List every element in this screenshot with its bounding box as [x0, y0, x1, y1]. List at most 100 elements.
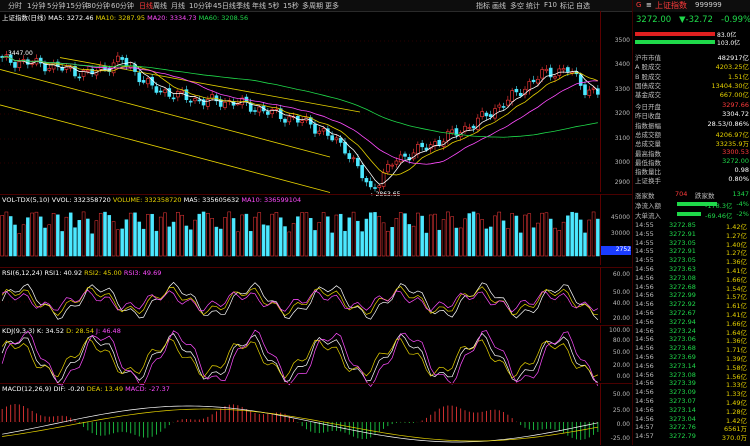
buy-bar-value: 83.0亿	[717, 32, 737, 39]
tick-volume: 1.42亿	[726, 223, 747, 231]
pencil-button[interactable]: 画线	[492, 2, 506, 10]
candle-body	[548, 67, 553, 78]
tick-row[interactable]: 14:56 3273.07 1.49亿	[635, 397, 749, 407]
rsi-panel: RSI(6,12,24) RSI1: 40.92 RSI2: 45.00 RSI…	[0, 267, 632, 324]
period-tab-4[interactable]: 30分钟	[87, 2, 110, 10]
tick-row[interactable]: 14:56 3272.68 1.54亿	[635, 283, 749, 293]
candle-body	[330, 135, 334, 141]
f10-button[interactable]: F10	[544, 1, 557, 9]
tick-row[interactable]: 14:56 3273.24 1.64亿	[635, 327, 749, 337]
volume-bar	[471, 211, 476, 257]
d-label: D: 28.54	[66, 327, 94, 335]
axis-tick-label: 3400	[614, 61, 630, 68]
star-button[interactable]: 自选	[576, 2, 590, 10]
tick-row[interactable]: 14:55 3272.85 1.42亿	[635, 221, 749, 231]
list-icon[interactable]: ≡	[646, 1, 652, 9]
volume-bar	[506, 228, 510, 257]
candle-body	[480, 111, 484, 117]
candle-body	[471, 125, 476, 129]
period-tab-9[interactable]: 10分钟	[189, 2, 212, 10]
tick-row[interactable]: 14:56 3273.08 1.66亿	[635, 274, 749, 284]
bars-button[interactable]: 指标	[476, 2, 490, 10]
volume-bar	[214, 226, 219, 257]
tick-row[interactable]: 14:56 3273.08 1.56亿	[635, 371, 749, 381]
volume-bar	[377, 215, 382, 257]
axis-tick-label: 80.00	[612, 337, 630, 344]
tick-row[interactable]: 14:56 3273.68 1.71亿	[635, 344, 749, 354]
tick-row[interactable]: 14:56 3273.06 1.36亿	[635, 335, 749, 345]
tick-row[interactable]: 14:56 3272.99 1.57亿	[635, 291, 749, 301]
tick-volume: 1.42亿	[726, 416, 747, 425]
axis-tick-label: 3300	[614, 86, 630, 93]
tick-row[interactable]: 14:56 3273.09 1.33亿	[635, 388, 749, 398]
period-tab-3[interactable]: 15分钟	[66, 2, 89, 10]
tick-volume: 1.27亿	[726, 249, 747, 258]
tick-row[interactable]: 14:55 3272.91 1.27亿	[635, 230, 749, 240]
period-tab-11[interactable]: 季线	[236, 2, 250, 10]
tick-time: 14:56	[635, 300, 654, 309]
volume-bar	[193, 219, 197, 257]
tick-volume: 1.40亿	[726, 240, 747, 249]
tick-row[interactable]: 14:55 3272.91 1.27亿	[635, 247, 749, 258]
rsi3-label: RSI3: 49.69	[123, 269, 162, 277]
volume-bar	[381, 222, 386, 257]
period-tab-5[interactable]: 60分钟	[111, 2, 134, 10]
tick-row[interactable]: 14:56 3272.67 1.41亿	[635, 309, 749, 319]
stat-value: 3300.53	[722, 147, 749, 156]
flow-amount: -178.3亿	[705, 202, 733, 210]
tick-row[interactable]: 14:57 3272.79 370.0万	[635, 432, 749, 443]
candle-body	[364, 178, 369, 183]
tick-row[interactable]: 14:56 3273.63 1.41亿	[635, 265, 749, 275]
tick-row[interactable]: 14:56 3273.69 1.39亿	[635, 353, 749, 363]
volume-bar	[497, 211, 502, 257]
period-tab-13[interactable]: 5秒	[268, 2, 280, 10]
period-tab-14[interactable]: 15秒	[283, 2, 299, 10]
code-prefix: G	[636, 1, 642, 9]
period-tab-6[interactable]: 日线	[139, 2, 153, 10]
stat-value: 28.53/0.86%	[707, 119, 749, 128]
last-price: 3272.00	[636, 15, 672, 25]
volume-bar	[184, 225, 189, 257]
period-tab-8[interactable]: 月线	[171, 2, 185, 10]
kline-chart-canvas[interactable]: 3447.00←2863.65	[0, 11, 632, 445]
tick-row[interactable]: 14:57 3272.76 6561万	[635, 423, 749, 433]
vol-name-label: VOL-TDX(5,10)	[2, 196, 50, 204]
tick-row[interactable]: 14:56 3272.94 1.66亿	[635, 318, 749, 328]
tick-row[interactable]: 14:56 3273.14 1.58亿	[635, 362, 749, 372]
tick-row[interactable]: 14:55 3273.05 1.40亿	[635, 239, 749, 249]
volume-bar	[270, 213, 274, 257]
candle-body	[38, 57, 43, 64]
period-tab-15[interactable]: 多周期	[302, 2, 323, 10]
period-tab-2[interactable]: 5分钟	[47, 2, 66, 10]
period-tab-7[interactable]: 周线	[153, 2, 167, 10]
candle-body	[368, 181, 373, 188]
period-tab-1[interactable]: 1分钟	[27, 2, 46, 10]
quote-panel: G ≡ 上证指数 999999 3272.00 ▼-32.72 -0.99% 8…	[632, 0, 750, 445]
scale-button[interactable]: 多空	[510, 2, 524, 10]
tick-row[interactable]: 14:56 3273.14 1.28亿	[635, 405, 749, 416]
tick-volume: 1.49亿	[726, 399, 747, 407]
tick-volume: 370.0万	[721, 434, 747, 443]
kdj-legend: KDJ(9,3,3) K: 34.52 D: 28.54 J: 46.48	[2, 327, 121, 335]
volume-bar	[574, 212, 579, 257]
stat-value: 3304.72	[722, 110, 749, 119]
tick-row[interactable]: 14:56 3272.92 1.61亿	[635, 300, 749, 310]
period-tab-0[interactable]: 分时	[8, 2, 22, 10]
period-tab-12[interactable]: 年线	[252, 2, 266, 10]
period-tab-10[interactable]: 45日线	[213, 2, 236, 10]
volume-bar	[373, 212, 377, 257]
tick-row[interactable]: 14:55 3273.05 1.36亿	[635, 256, 749, 266]
period-tab-16[interactable]: 更多	[325, 2, 339, 10]
tick-volume: 1.27亿	[726, 231, 747, 240]
tick-time: 14:56	[635, 405, 654, 414]
stats-button[interactable]: 统计	[526, 2, 540, 10]
tick-row[interactable]: 14:56 3273.04 1.42亿	[635, 415, 749, 425]
flag-button[interactable]: 标记	[560, 2, 574, 10]
candle-body	[158, 90, 163, 93]
tick-row[interactable]: 14:56 3273.39 1.33亿	[635, 379, 749, 389]
tick-time: 14:56	[635, 379, 654, 388]
volume-bar	[484, 228, 489, 257]
candle-body	[373, 187, 377, 189]
price-change: ▼-32.72	[679, 15, 713, 25]
candle-body	[591, 87, 596, 90]
